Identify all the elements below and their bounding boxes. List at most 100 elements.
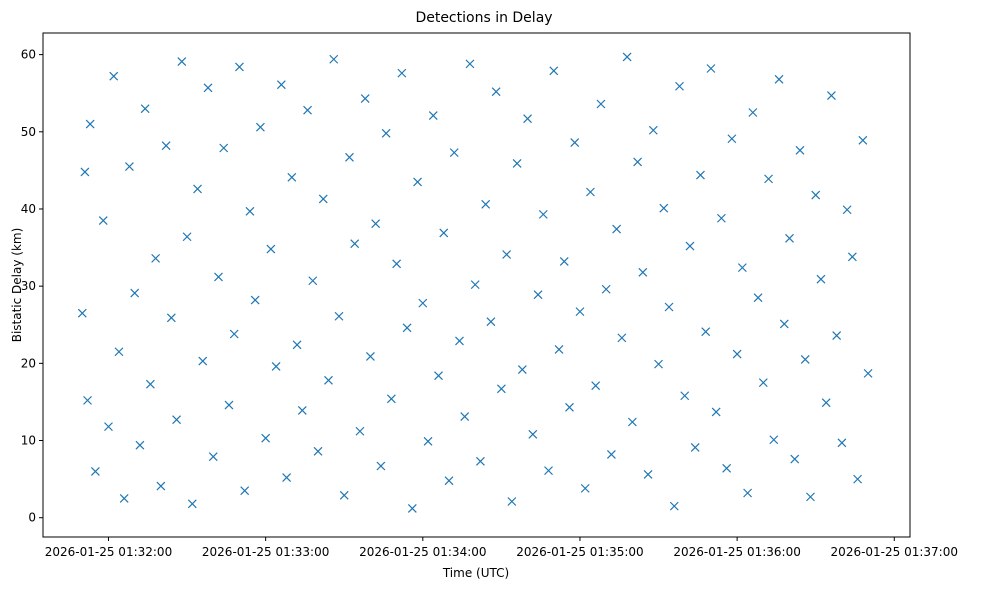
detection-point	[659, 203, 669, 213]
detection-point	[413, 177, 422, 187]
x-tick-label: 2026-01-25 01:36:00	[673, 545, 800, 559]
detection-point	[439, 228, 449, 238]
detection-point	[470, 280, 480, 290]
detection-point	[161, 141, 171, 151]
detection-point	[842, 205, 852, 215]
detection-point	[528, 429, 538, 439]
detection-point	[434, 371, 443, 381]
detection-point	[486, 317, 496, 327]
x-tick-label: 2026-01-25 01:37:00	[831, 545, 958, 559]
detection-point	[722, 463, 732, 473]
detection-point	[554, 345, 564, 354]
detection-point	[512, 159, 522, 168]
detection-point	[533, 290, 543, 300]
detection-point	[565, 402, 574, 412]
detection-point	[397, 68, 407, 78]
detection-point	[428, 111, 438, 121]
detection-point	[800, 355, 810, 364]
detection-point	[811, 190, 821, 200]
detection-point	[753, 293, 763, 303]
detection-point	[785, 233, 794, 243]
detection-point	[198, 356, 208, 366]
y-tick-label: 40	[21, 202, 36, 216]
detection-point	[502, 250, 512, 259]
detection-point	[606, 449, 616, 459]
detection-point	[145, 379, 155, 389]
y-tick-label: 50	[21, 125, 36, 139]
plot-area	[42, 32, 911, 538]
detection-point	[339, 490, 349, 500]
detection-point	[229, 329, 239, 339]
detection-point	[250, 295, 260, 305]
detection-point	[696, 170, 705, 180]
detection-point	[156, 481, 166, 491]
detection-point	[837, 438, 847, 448]
detection-point	[235, 62, 244, 72]
detection-point	[313, 446, 323, 456]
detection-point	[276, 80, 286, 90]
detection-point	[119, 493, 129, 503]
detection-point	[491, 87, 501, 97]
detection-point	[853, 474, 863, 484]
detection-point	[732, 349, 742, 359]
detection-point	[549, 66, 559, 76]
detection-point	[455, 336, 464, 346]
detection-point	[423, 436, 433, 446]
detection-point	[863, 368, 873, 378]
detection-point	[858, 135, 868, 145]
detection-point	[85, 119, 95, 129]
x-tick-label: 2026-01-25 01:32:00	[45, 545, 172, 559]
detection-point	[654, 359, 663, 369]
detection-point	[727, 134, 737, 144]
detection-point	[80, 167, 90, 177]
detection-point	[816, 274, 826, 284]
detection-point	[261, 433, 271, 443]
y-tick-label: 20	[21, 356, 36, 370]
detection-point	[481, 199, 491, 209]
detection-point	[444, 476, 454, 486]
detection-point	[407, 504, 417, 513]
detection-point	[135, 440, 145, 450]
detection-point	[98, 216, 108, 225]
detection-point	[318, 194, 328, 204]
detection-point	[465, 59, 475, 69]
detection-point	[716, 213, 726, 223]
detection-point	[690, 443, 700, 452]
detection-point	[648, 125, 658, 135]
detection-point	[214, 272, 223, 282]
detection-point	[386, 394, 396, 404]
detection-point	[627, 417, 637, 427]
detection-point	[182, 232, 192, 242]
detection-point	[381, 128, 391, 138]
x-tick-label: 2026-01-25 01:35:00	[516, 545, 643, 559]
detection-point	[669, 501, 679, 511]
detection-point	[208, 452, 218, 462]
detection-point	[329, 54, 339, 64]
detection-point	[517, 365, 527, 374]
detection-point	[324, 375, 333, 385]
detection-point	[496, 384, 506, 394]
detection-point	[769, 435, 779, 445]
detection-point	[355, 426, 365, 436]
y-tick-label: 30	[21, 279, 36, 293]
detection-point	[586, 187, 595, 197]
detection-point	[664, 302, 674, 312]
detection-point	[758, 378, 768, 388]
detection-point	[570, 138, 580, 148]
y-tick-label: 10	[21, 434, 36, 448]
detection-point	[130, 288, 140, 298]
x-axis-ticks: 2026-01-25 01:32:00 2026-01-25 01:33:00 20…	[45, 537, 958, 559]
detection-point	[271, 362, 281, 371]
detection-point	[219, 143, 229, 153]
detection-point	[507, 497, 517, 506]
detection-point	[748, 108, 758, 117]
detection-point	[806, 492, 815, 502]
y-tick-label: 0	[28, 511, 36, 525]
detection-point	[764, 174, 773, 184]
detection-point	[591, 381, 601, 391]
detection-point	[601, 284, 611, 294]
detection-point	[104, 422, 113, 432]
detection-point	[418, 298, 428, 308]
detection-point	[109, 71, 119, 81]
detection-point	[737, 263, 747, 273]
